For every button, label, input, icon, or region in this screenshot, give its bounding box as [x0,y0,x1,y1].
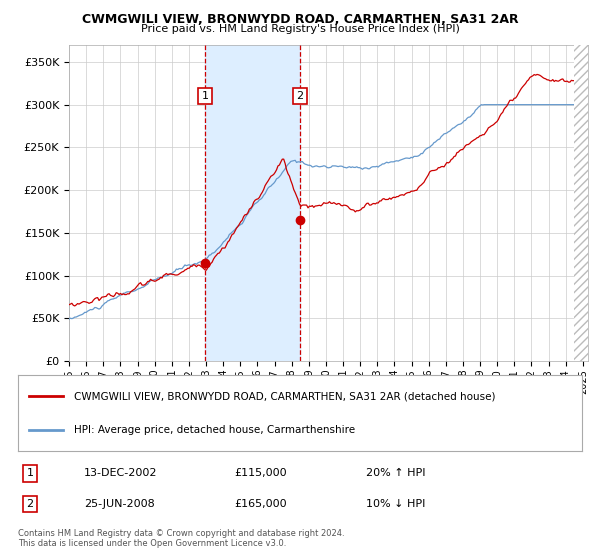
Text: 1: 1 [26,468,34,478]
Text: 25-JUN-2008: 25-JUN-2008 [84,499,155,509]
Text: £115,000: £115,000 [234,468,287,478]
Text: 1: 1 [202,91,209,101]
Text: £165,000: £165,000 [234,499,287,509]
Text: 2: 2 [296,91,304,101]
Text: CWMGWILI VIEW, BRONWYDD ROAD, CARMARTHEN, SA31 2AR (detached house): CWMGWILI VIEW, BRONWYDD ROAD, CARMARTHEN… [74,391,496,402]
Text: 13-DEC-2002: 13-DEC-2002 [84,468,157,478]
Text: 10% ↓ HPI: 10% ↓ HPI [366,499,425,509]
Bar [574,45,600,361]
Text: CWMGWILI VIEW, BRONWYDD ROAD, CARMARTHEN, SA31 2AR: CWMGWILI VIEW, BRONWYDD ROAD, CARMARTHEN… [82,13,518,26]
Text: 2: 2 [26,499,34,509]
Text: This data is licensed under the Open Government Licence v3.0.: This data is licensed under the Open Gov… [18,539,286,548]
Text: Price paid vs. HM Land Registry's House Price Index (HPI): Price paid vs. HM Land Registry's House … [140,24,460,34]
Text: HPI: Average price, detached house, Carmarthenshire: HPI: Average price, detached house, Carm… [74,424,356,435]
Bar [205,45,300,361]
Text: 20% ↑ HPI: 20% ↑ HPI [366,468,425,478]
Text: Contains HM Land Registry data © Crown copyright and database right 2024.: Contains HM Land Registry data © Crown c… [18,529,344,538]
